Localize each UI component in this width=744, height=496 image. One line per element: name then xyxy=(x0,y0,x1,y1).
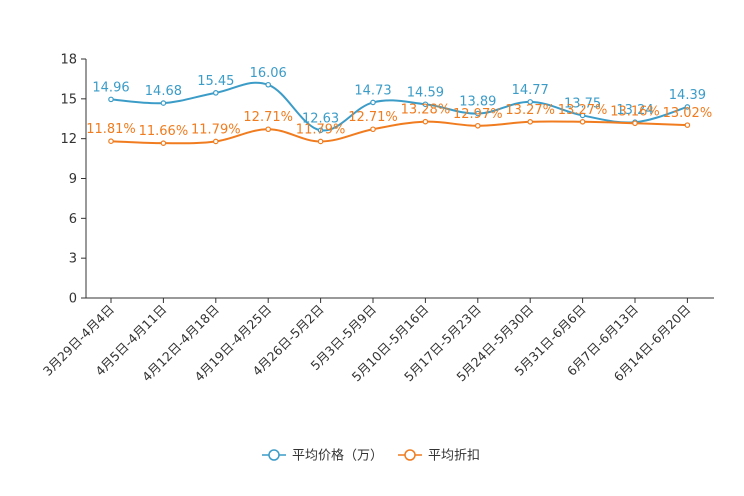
legend[interactable]: 平均价格（万） 平均折扣 xyxy=(262,448,480,464)
series-0-data-label: 14.77 xyxy=(512,83,549,98)
series-0-point[interactable] xyxy=(213,90,219,96)
series-1-data-label: 11.79% xyxy=(296,122,346,137)
legend-label: 平均价格（万） xyxy=(292,448,383,464)
y-tick-label: 15 xyxy=(60,92,77,107)
series-1-point[interactable] xyxy=(684,122,691,128)
series-0-data-label: 13.24 xyxy=(616,103,653,118)
series-0-point[interactable] xyxy=(370,99,376,106)
series-1-data-label: 13.27% xyxy=(505,103,555,118)
y-tick-label: 12 xyxy=(60,132,77,147)
series-0-point[interactable] xyxy=(684,104,691,110)
series-0-point[interactable] xyxy=(579,112,586,119)
series-1-point[interactable] xyxy=(632,120,638,127)
series-1-point[interactable] xyxy=(370,126,376,133)
series-line-1 xyxy=(110,120,688,145)
legend-marker-icon xyxy=(404,449,416,461)
series-0-data-label: 15.45 xyxy=(197,74,234,89)
y-tick-label: 3 xyxy=(69,252,77,267)
series-1-point[interactable] xyxy=(265,126,272,133)
series-0-point[interactable] xyxy=(160,100,167,106)
y-tick-label: 6 xyxy=(69,212,77,227)
y-tick-label: 9 xyxy=(69,172,77,187)
legend-item-0[interactable]: 平均价格（万） xyxy=(262,448,383,464)
legend-marker-icon xyxy=(268,449,280,461)
series-1-data-label: 12.97% xyxy=(453,107,503,122)
series-0-data-label: 16.06 xyxy=(250,66,287,81)
legend-label: 平均折扣 xyxy=(428,449,480,464)
series-1-data-label: 11.66% xyxy=(139,124,189,139)
series-1-point[interactable] xyxy=(527,119,534,125)
series-0-point[interactable] xyxy=(265,81,272,88)
series-1-point[interactable] xyxy=(579,119,586,125)
series-1-point[interactable] xyxy=(160,140,167,146)
series-1-data-label: 13.02% xyxy=(663,106,713,121)
series-0-point[interactable] xyxy=(422,101,429,108)
series-1-point[interactable] xyxy=(317,138,324,145)
series-0-data-label: 14.96 xyxy=(92,80,129,95)
legend-item-1[interactable]: 平均折扣 xyxy=(398,449,480,464)
series-0-data-label: 14.73 xyxy=(354,83,391,98)
series-0-data-label: 13.89 xyxy=(459,95,496,110)
y-tick-label: 0 xyxy=(69,292,77,307)
series-1-data-label: 11.79% xyxy=(191,122,241,137)
series-0-point[interactable] xyxy=(317,127,324,134)
series-1-data-label: 11.81% xyxy=(86,122,136,137)
series-0-data-label: 14.68 xyxy=(145,84,182,99)
series-0-data-label: 14.59 xyxy=(407,85,444,100)
series-0-point[interactable] xyxy=(527,99,534,105)
series-1-data-label: 12.71% xyxy=(243,110,293,125)
series-1-data-label: 13.28% xyxy=(401,103,451,118)
series-0-data-label: 12.63 xyxy=(302,111,339,126)
series-1-data-label: 13.16% xyxy=(610,104,660,119)
series-0-point[interactable] xyxy=(474,110,481,117)
series-1-point[interactable] xyxy=(474,122,481,129)
series-1-data-label: 13.27% xyxy=(558,103,608,118)
series-1-point[interactable] xyxy=(108,138,114,144)
series-0-data-label: 13.75 xyxy=(564,96,601,111)
y-tick-label: 18 xyxy=(60,53,77,68)
series-1-data-label: 12.71% xyxy=(348,110,398,125)
data-labels: 14.96 14.68 15.45 16.06 12.63 14.73 14.59 13.89… xyxy=(86,66,712,139)
series-layer xyxy=(108,81,691,146)
series-0-point[interactable] xyxy=(108,96,114,103)
series-0-data-label: 14.39 xyxy=(669,88,706,103)
series-1-point[interactable] xyxy=(422,118,429,125)
series-1-point[interactable] xyxy=(213,138,219,145)
